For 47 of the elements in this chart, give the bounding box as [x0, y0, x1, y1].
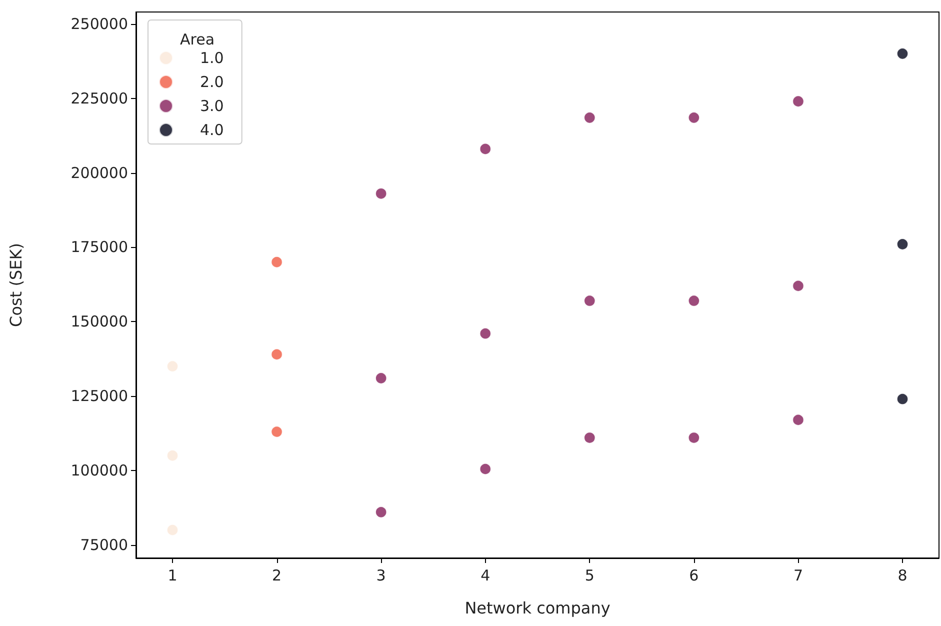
legend-label: 1.0 — [200, 49, 224, 67]
x-tick-label: 1 — [168, 566, 178, 584]
point — [896, 48, 908, 60]
point — [479, 328, 492, 340]
x-tick-label: 2 — [272, 566, 282, 584]
point — [584, 432, 596, 444]
y-tick-label: 200000 — [70, 164, 128, 182]
y-tick-label: 100000 — [70, 461, 128, 480]
y-tick-label: 225000 — [70, 89, 128, 108]
y-tick-label: 250000 — [70, 14, 128, 33]
x-tick-label: 7 — [793, 566, 803, 584]
point — [792, 414, 804, 426]
point — [688, 294, 700, 307]
point — [270, 256, 283, 268]
point — [792, 95, 804, 108]
point — [166, 524, 178, 536]
x-tick-label: 3 — [376, 566, 386, 584]
legend-label: 3.0 — [200, 97, 224, 115]
legend-label: 4.0 — [200, 121, 224, 139]
legend-label: 2.0 — [200, 73, 224, 91]
point — [896, 238, 908, 250]
y-tick-label: 75000 — [80, 536, 128, 554]
point — [270, 348, 283, 360]
legend-title: Area — [180, 30, 215, 48]
point — [584, 112, 596, 124]
x-axis-title: Network company — [464, 598, 610, 618]
x-tick-label: 5 — [584, 566, 594, 584]
point — [270, 426, 283, 438]
point — [688, 112, 700, 124]
point — [479, 463, 492, 475]
point — [375, 188, 387, 200]
point — [375, 506, 387, 518]
point — [166, 450, 178, 462]
y-axis-title: Cost (SEK) — [6, 243, 26, 327]
point — [792, 280, 804, 292]
x-tick-label: 4 — [480, 566, 490, 584]
point — [375, 372, 387, 384]
point — [166, 360, 178, 372]
y-tick-label: 175000 — [70, 238, 128, 256]
x-tick-label: 6 — [689, 566, 699, 584]
y-tick-label: 125000 — [70, 387, 128, 406]
y-tick-label: 150000 — [70, 312, 128, 331]
x-tick-label: 8 — [898, 566, 908, 584]
point — [584, 294, 596, 307]
point — [896, 393, 908, 405]
point — [688, 432, 700, 444]
point — [479, 143, 492, 155]
